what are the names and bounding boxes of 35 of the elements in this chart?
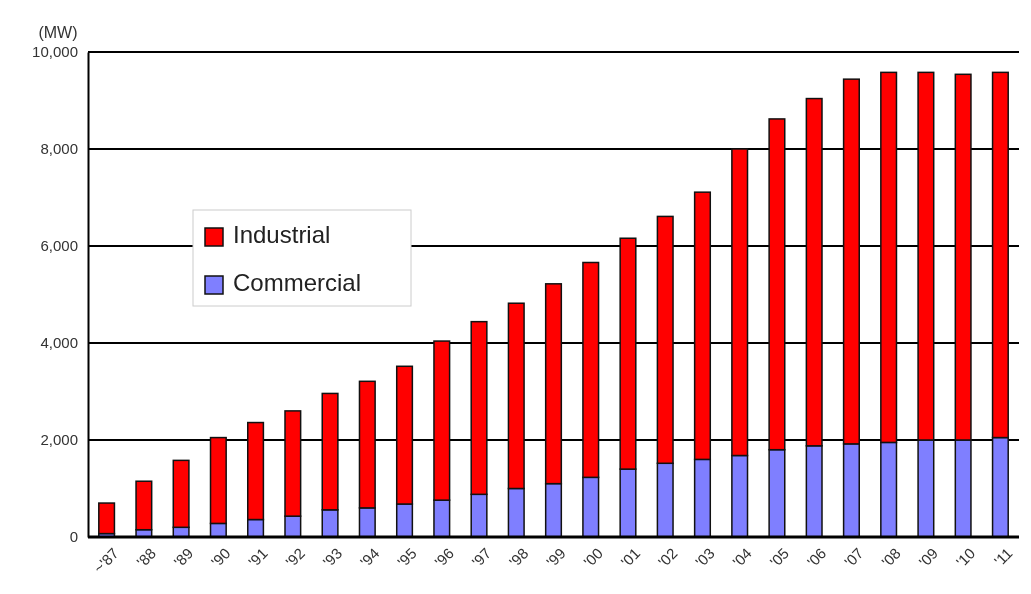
x-tick-label: '98 [505,544,532,571]
x-tick-label: '92 [282,544,309,571]
x-tick-label: '02 [654,544,681,571]
x-tick-label: '00 [580,544,606,571]
bar [98,502,116,535]
x-tick-label: '93 [319,544,346,571]
x-tick-label: '03 [691,544,718,571]
x-tick-label: '06 [803,544,830,571]
y-tick-label: 6,000 [40,237,78,255]
y-tick-label: 4,000 [40,334,78,352]
x-tick-label: '09 [915,544,942,571]
y-tick-label: 8,000 [40,140,78,158]
y-tick-label: 10,000 [32,43,78,61]
x-tick-label: '01 [617,544,644,571]
x-tick-label: '99 [542,544,569,571]
x-tick-label: '90 [207,544,234,571]
x-tick-label: '05 [766,544,793,571]
x-tick-label: '10 [952,544,979,571]
x-tick-label: '07 [840,544,867,571]
x-tick-label: '91 [244,544,271,571]
x-tick-label: '88 [133,544,160,571]
x-tick-label: ~'87 [89,544,122,577]
y-tick-label: 2,000 [40,431,78,449]
x-tick-label: '04 [729,544,755,571]
legend-label: Industrial [233,221,331,248]
x-tick-label: '11 [990,544,1016,570]
x-tick-label: '96 [431,544,457,571]
x-tick-label: '89 [170,544,197,571]
x-tick-label: '95 [393,544,420,571]
x-tick-label: '08 [878,544,904,571]
x-tick-label: '94 [356,544,383,571]
x-tick-label: '97 [468,544,495,571]
y-axis-title: (MW) [38,24,78,41]
legend-label: Commercial [233,269,362,296]
y-tick-label: 0 [69,528,78,546]
